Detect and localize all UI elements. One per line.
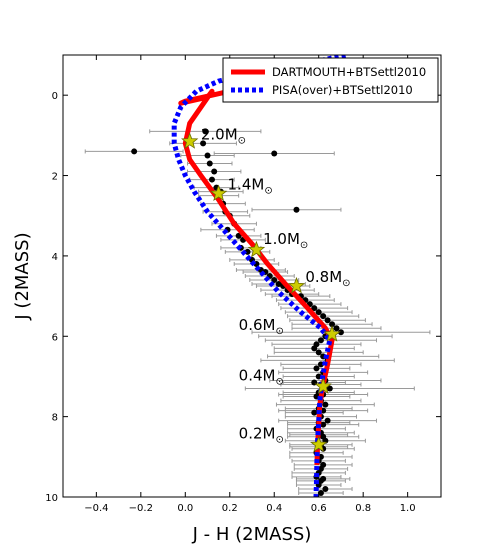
x-tick-label: 0.0 — [177, 503, 193, 514]
data-point — [333, 325, 340, 332]
x-tick-label: 0.2 — [222, 503, 238, 514]
mass-annotations: 2.0M⊙ 1.4M⊙ 1.0M⊙ 0.8M⊙ 0.6M⊙ 0.4M⊙ 0.2M⊙ — [201, 125, 351, 445]
mass-label: 0.4M⊙ — [239, 366, 284, 387]
data-point — [322, 401, 329, 408]
y-tick-label: 8 — [52, 413, 58, 424]
data-point — [206, 160, 213, 167]
x-tick-label: −0.4 — [84, 503, 108, 514]
solar-symbol: ⊙ — [275, 376, 283, 387]
y-tick-label: 2 — [52, 172, 58, 183]
data-point — [235, 232, 242, 239]
y-axis-label: J (2MASS) — [12, 232, 33, 320]
data-point — [311, 305, 318, 312]
data-point — [315, 309, 322, 316]
mass-label: 0.2M⊙ — [239, 425, 284, 446]
solar-symbol: ⊙ — [275, 435, 283, 446]
legend-box — [222, 57, 439, 103]
legend-label-pisa: PISA(over)+BTSettl2010 — [272, 83, 413, 97]
solar-symbol: ⊙ — [238, 135, 246, 146]
x-tick-label: −0.2 — [129, 503, 153, 514]
data-point — [204, 152, 211, 159]
data-point — [293, 206, 300, 213]
y-tick-label: 4 — [52, 252, 58, 263]
mass-star-marker — [310, 435, 328, 453]
mass-label: 1.4M⊙ — [228, 176, 273, 197]
x-tick-label: 1.0 — [400, 503, 416, 514]
data-point — [202, 128, 209, 135]
solar-symbol: ⊙ — [300, 240, 308, 251]
mass-star-marker — [247, 240, 266, 258]
mass-label: 0.6M⊙ — [239, 316, 284, 337]
mass-star-marker — [209, 184, 228, 202]
data-point — [315, 349, 322, 356]
data-point — [208, 176, 215, 183]
mass-star-marker — [287, 276, 306, 294]
x-tick-label: 0.6 — [311, 503, 327, 514]
data-point — [326, 385, 333, 392]
mass-label: 0.8M⊙ — [305, 268, 350, 289]
solar-symbol: ⊙ — [264, 186, 272, 197]
x-tick-label: 0.8 — [355, 503, 371, 514]
data-point — [322, 485, 329, 492]
legend-label-dartmouth: DARTMOUTH+BTSettl2010 — [272, 65, 426, 79]
data-point — [311, 409, 318, 416]
x-axis-label: J - H (2MASS) — [192, 524, 312, 545]
solar-symbol: ⊙ — [275, 326, 283, 337]
data-point — [320, 421, 327, 428]
mass-star-marker — [181, 132, 199, 149]
data-point — [317, 361, 324, 368]
data-point — [320, 313, 327, 320]
data-point — [324, 317, 331, 324]
data-point — [271, 150, 278, 157]
data-point — [337, 329, 344, 336]
solar-symbol: ⊙ — [342, 278, 350, 289]
data-point — [317, 337, 324, 344]
data-point — [271, 277, 278, 284]
data-point — [244, 248, 251, 255]
mass-markers — [181, 132, 341, 453]
legend: DARTMOUTH+BTSettl2010 PISA(over)+BTSettl… — [222, 57, 439, 103]
x-axis-ticks: −0.4 −0.2 0.0 0.2 0.4 0.6 0.8 1.0 — [84, 55, 416, 514]
x-tick-label: 0.4 — [266, 503, 282, 514]
mass-star-marker — [314, 377, 332, 394]
y-tick-label: 10 — [45, 493, 58, 504]
data-point — [200, 140, 207, 147]
pisa-isochrone — [171, 55, 346, 497]
data-point — [329, 321, 336, 328]
mass-label: 1.0M⊙ — [263, 230, 308, 251]
plot-frame — [62, 54, 442, 498]
y-tick-label: 6 — [52, 332, 58, 343]
mass-label: 2.0M⊙ — [201, 125, 246, 146]
data-point — [324, 417, 331, 424]
data-point — [317, 489, 324, 496]
data-point — [211, 168, 218, 175]
mass-star-marker — [323, 325, 341, 342]
y-tick-label: 0 — [52, 91, 58, 102]
data-point — [311, 345, 318, 352]
data-point — [313, 365, 320, 372]
data-point — [131, 148, 138, 155]
